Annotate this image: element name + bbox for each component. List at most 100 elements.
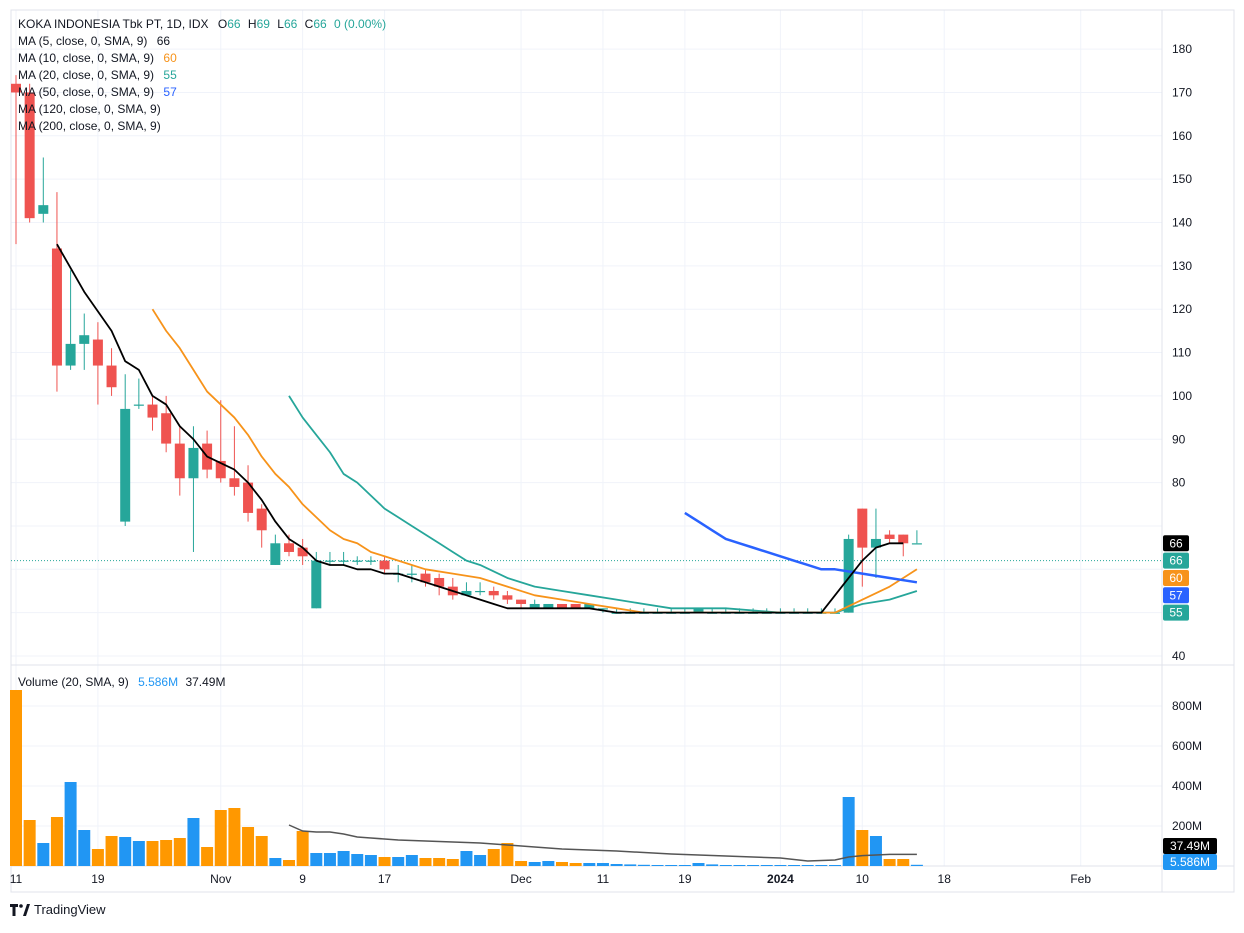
volume-bar <box>201 847 214 866</box>
ma20-line <box>288 395 918 614</box>
volume-bar <box>91 849 104 866</box>
price-tick-label: 170 <box>1172 85 1192 99</box>
candle-body <box>11 83 21 93</box>
volume-bar <box>692 863 705 866</box>
ma-legend-label: MA (200, close, 0, SMA, 9) <box>18 119 161 133</box>
volume-bar <box>474 855 487 866</box>
volume-bar <box>419 858 432 866</box>
volume-axis[interactable]: 800M 600M 400M 200M <box>1172 699 1202 833</box>
time-axis[interactable]: 11 19 Nov 9 17 Dec 11 19 2024 10 18 Feb <box>10 872 1092 886</box>
volume-bar <box>37 843 50 866</box>
price-tick-label: 150 <box>1172 172 1192 186</box>
volume-bar <box>501 843 514 866</box>
candle-body <box>502 595 513 600</box>
volume-bar <box>596 863 609 866</box>
volume-tick-label: 200M <box>1172 819 1202 833</box>
symbol-title: KOKA INDONESIA Tbk PT, 1D, IDX <box>18 17 209 31</box>
ma-legend-200[interactable]: MA (200, close, 0, SMA, 9) <box>18 119 161 133</box>
volume-bar <box>542 861 555 866</box>
volume-bar <box>132 841 145 866</box>
candle-body <box>543 603 554 609</box>
volume-bar <box>869 836 882 866</box>
price-axis[interactable]: 18017016015014013012011010090805040 <box>1172 42 1192 663</box>
ma-legend-50[interactable]: MA (50, close, 0, SMA, 9) 57 <box>18 85 177 99</box>
candle-body <box>229 478 240 487</box>
change-value: 0 (0.00%) <box>334 17 387 31</box>
candle-body <box>120 408 131 522</box>
candle-body <box>597 608 608 610</box>
price-tick-label: 130 <box>1172 259 1192 273</box>
candle-body <box>420 573 431 583</box>
candle-body <box>147 404 158 418</box>
volume-bar <box>173 838 186 866</box>
price-tick-label: 90 <box>1172 432 1186 446</box>
volume-legend-value-1: 5.586M <box>138 675 179 689</box>
volume-bar <box>883 859 896 866</box>
ma-legend-10[interactable]: MA (10, close, 0, SMA, 9) 60 <box>18 51 177 65</box>
candle-body <box>256 508 267 531</box>
time-tick-label: 11 <box>597 872 610 886</box>
volume-bar <box>105 836 118 866</box>
ma-legend-value: 60 <box>163 51 177 65</box>
candle-body <box>884 534 895 539</box>
time-tick-label: 19 <box>91 872 105 886</box>
candle-body <box>338 560 349 562</box>
volume-bar <box>433 858 446 866</box>
volume-bar <box>610 864 623 866</box>
ma-legend-5[interactable]: MA (5, close, 0, SMA, 9) 66 <box>18 34 170 48</box>
time-tick-label: 17 <box>378 872 392 886</box>
outer-frame <box>10 9 1235 893</box>
volume-bar <box>515 861 528 866</box>
volume-bar <box>583 863 596 866</box>
price-badge-label: 55 <box>1169 606 1183 620</box>
volume-bar <box>774 865 787 866</box>
price-badge-label: 60 <box>1169 571 1183 585</box>
ma-legend-120[interactable]: MA (120, close, 0, SMA, 9) <box>18 102 161 116</box>
volume-bar <box>460 851 473 866</box>
volume-bar <box>446 859 459 866</box>
candle-body <box>243 482 254 513</box>
volume-bar <box>910 864 923 866</box>
volume-bars <box>10 690 923 866</box>
volume-bar <box>719 865 732 866</box>
candle-body <box>284 543 294 552</box>
candle-body <box>133 404 144 406</box>
time-tick-label: 11 <box>10 872 23 886</box>
price-badge-label: 57 <box>1169 588 1183 602</box>
symbol-legend[interactable]: KOKA INDONESIA Tbk PT, 1D, IDX O66 H69 L… <box>18 17 386 31</box>
ma-legend-value: 55 <box>163 68 177 82</box>
high-label: H <box>247 17 257 31</box>
volume-bar <box>405 855 418 866</box>
price-badge <box>1163 535 1189 552</box>
price-badge <box>1163 604 1189 621</box>
candle-body <box>857 508 868 548</box>
low-value: 66 <box>283 17 298 31</box>
volume-bar <box>269 858 282 866</box>
candle-body <box>106 365 117 388</box>
volume-bar <box>187 818 200 866</box>
ma-legend-20[interactable]: MA (20, close, 0, SMA, 9) 55 <box>18 68 177 82</box>
candle-body <box>352 560 363 562</box>
volume-tick-label: 800M <box>1172 699 1202 713</box>
volume-bar <box>392 857 405 866</box>
price-tick-label: 110 <box>1172 346 1191 360</box>
high-value: 69 <box>256 17 270 31</box>
price-tick-label: 180 <box>1172 42 1192 56</box>
time-tick-label: 10 <box>856 872 870 886</box>
tradingview-logo[interactable]: TradingView <box>10 902 106 917</box>
volume-legend[interactable]: Volume (20, SMA, 9) 5.586M 37.49M <box>18 675 225 689</box>
candle-body <box>475 590 486 593</box>
volume-bar <box>842 797 855 866</box>
close-value: 66 <box>313 17 327 31</box>
candle-body <box>516 599 527 604</box>
price-badge-label: 66 <box>1169 536 1183 550</box>
volume-bar <box>733 865 746 866</box>
candle-body <box>215 460 226 479</box>
volume-badge <box>1163 838 1217 854</box>
candle-body <box>584 603 595 609</box>
candle-body <box>51 248 62 366</box>
volume-badge-label: 37.49M <box>1170 839 1210 853</box>
tradingview-wordmark: TradingView <box>34 902 106 917</box>
